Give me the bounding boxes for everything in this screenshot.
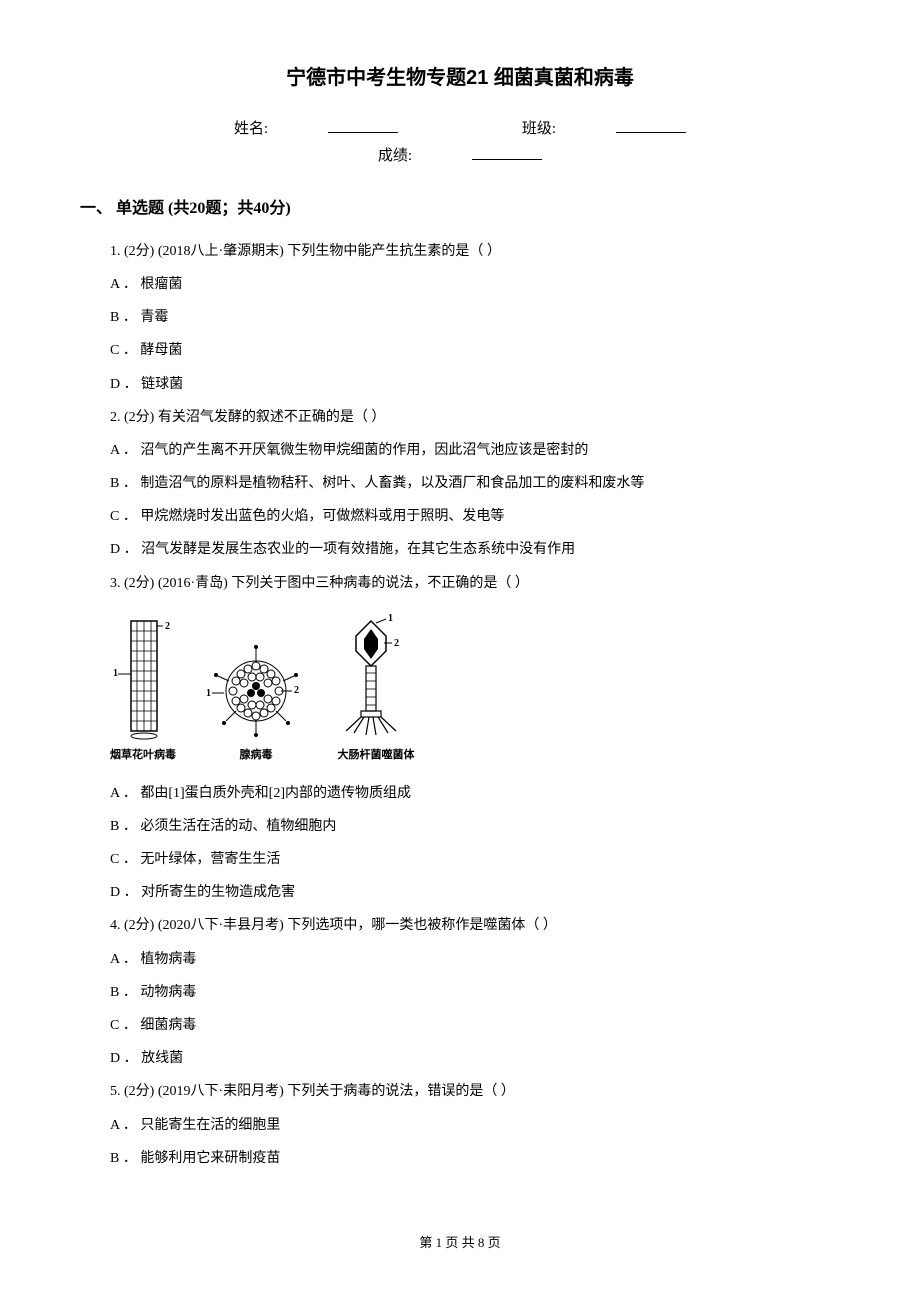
option-a: A ． 根瘤菌: [110, 272, 840, 297]
option-d: D ． 沼气发酵是发展生态农业的一项有效措施，在其它生态系统中没有作用: [110, 537, 840, 562]
page-footer: 第 1 页 共 8 页: [80, 1231, 840, 1254]
question-text: 2. (2分) 有关沼气发酵的叙述不正确的是（ ）: [110, 405, 840, 430]
option-c: C ． 甲烷燃烧时发出蓝色的火焰，可做燃料或用于照明、发电等: [110, 504, 840, 529]
option-b: B ． 动物病毒: [110, 980, 840, 1005]
question-text: 4. (2分) (2020八下·丰县月考) 下列选项中，哪一类也被称作是噬菌体（…: [110, 913, 840, 938]
option-c: C ． 细菌病毒: [110, 1013, 840, 1038]
option-c: C ． 酵母菌: [110, 338, 840, 363]
adenovirus-icon: 1: [206, 641, 306, 741]
virus-1: 1 2 烟草花叶病毒: [110, 611, 176, 766]
option-d: D ． 对所寄生的生物造成危害: [110, 880, 840, 905]
question-4: 4. (2分) (2020八下·丰县月考) 下列选项中，哪一类也被称作是噬菌体（…: [80, 913, 840, 1071]
tobacco-mosaic-virus-icon: 1 2: [113, 611, 173, 741]
option-d: D ． 放线菌: [110, 1046, 840, 1071]
score-field: 成绩:: [348, 143, 572, 170]
info-row: 姓名: 班级: 成绩:: [80, 116, 840, 170]
question-text: 5. (2分) (2019八下·耒阳月考) 下列关于病毒的说法，错误的是（ ）: [110, 1079, 840, 1104]
bacteriophage-icon: 1 2: [336, 611, 416, 741]
svg-text:1: 1: [113, 668, 118, 679]
question-3-options: A ． 都由[1]蛋白质外壳和[2]内部的遗传物质组成 B ． 必须生活在活的动…: [80, 781, 840, 906]
question-text: 3. (2分) (2016·青岛) 下列关于图中三种病毒的说法，不正确的是（ ）: [110, 571, 840, 596]
svg-text:2: 2: [294, 685, 299, 696]
option-d: D ． 链球菌: [110, 372, 840, 397]
option-c: C ． 无叶绿体，营寄生生活: [110, 847, 840, 872]
option-a: A ． 沼气的产生离不开厌氧微生物甲烷细菌的作用，因此沼气池应该是密封的: [110, 438, 840, 463]
option-b: B ． 制造沼气的原料是植物秸秆、树叶、人畜粪，以及酒厂和食品加工的废料和废水等: [110, 471, 840, 496]
svg-text:1: 1: [206, 688, 211, 699]
question-5: 5. (2分) (2019八下·耒阳月考) 下列关于病毒的说法，错误的是（ ） …: [80, 1079, 840, 1171]
svg-text:2: 2: [165, 621, 170, 632]
name-field: 姓名:: [204, 116, 428, 143]
option-b: B ． 必须生活在活的动、植物细胞内: [110, 814, 840, 839]
option-a: A ． 只能寄生在活的细胞里: [110, 1113, 840, 1138]
question-text: 1. (2分) (2018八上·肇源期末) 下列生物中能产生抗生素的是（ ）: [110, 239, 840, 264]
question-3: 3. (2分) (2016·青岛) 下列关于图中三种病毒的说法，不正确的是（ ）: [80, 571, 840, 596]
question-2: 2. (2分) 有关沼气发酵的叙述不正确的是（ ） A ． 沼气的产生离不开厌氧…: [80, 405, 840, 563]
option-b: B ． 能够利用它来研制疫苗: [110, 1146, 840, 1171]
option-a: A ． 都由[1]蛋白质外壳和[2]内部的遗传物质组成: [110, 781, 840, 806]
virus-diagram: 1 2 烟草花叶病毒: [80, 611, 840, 766]
option-a: A ． 植物病毒: [110, 947, 840, 972]
virus-3: 1 2 大肠杆菌噬菌体: [336, 611, 416, 766]
option-b: B ． 青霉: [110, 305, 840, 330]
svg-text:2: 2: [394, 638, 399, 649]
question-1: 1. (2分) (2018八上·肇源期末) 下列生物中能产生抗生素的是（ ） A…: [80, 239, 840, 397]
section-header: 一、 单选题 (共20题；共40分): [80, 195, 840, 224]
svg-text:1: 1: [388, 613, 393, 624]
class-field: 班级:: [492, 116, 716, 143]
page-title: 宁德市中考生物专题21 细菌真菌和病毒: [80, 60, 840, 96]
virus-2: 1: [206, 641, 306, 766]
